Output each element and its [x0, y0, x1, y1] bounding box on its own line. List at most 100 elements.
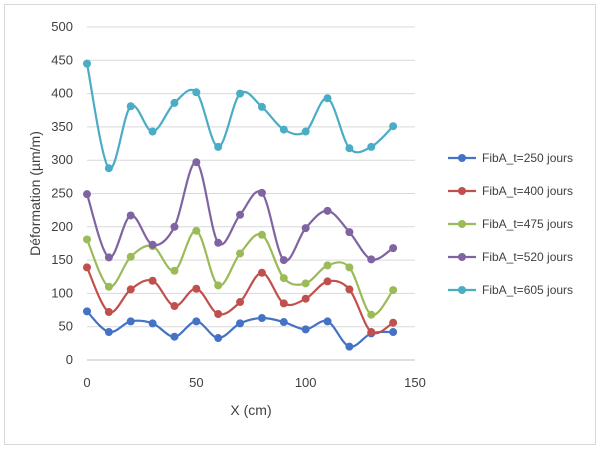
y-tick-label: 0 [66, 352, 73, 367]
y-tick-label: 350 [51, 119, 73, 134]
series-4 [83, 158, 398, 265]
data-point [214, 142, 223, 151]
data-point [389, 318, 398, 327]
data-point [367, 255, 376, 264]
data-point [192, 226, 201, 235]
data-point [389, 286, 398, 295]
data-point [345, 285, 354, 294]
data-point [323, 317, 332, 326]
x-tick-label: 150 [404, 375, 426, 390]
legend-swatch-marker [458, 187, 466, 195]
legend-label: FibA_t=605 jours [482, 283, 573, 297]
data-point [214, 334, 223, 343]
y-tick-label: 300 [51, 152, 73, 167]
data-point [323, 277, 332, 286]
data-point [236, 89, 245, 98]
x-axis-title: X (cm) [230, 402, 271, 418]
data-point [170, 222, 179, 231]
data-point [192, 284, 201, 293]
data-point [345, 228, 354, 237]
y-tick-label: 500 [51, 19, 73, 34]
legend-item: FibA_t=520 jours [448, 250, 573, 264]
data-point [83, 190, 91, 199]
data-point [214, 281, 223, 290]
data-point [192, 88, 201, 97]
y-tick-label: 200 [51, 219, 73, 234]
x-tick-label: 0 [83, 375, 90, 390]
data-point [257, 188, 266, 197]
gridlines [87, 26, 415, 361]
data-point [301, 127, 310, 136]
legend-swatch-marker [458, 253, 466, 261]
data-point [214, 310, 223, 319]
x-tick-label: 50 [189, 375, 203, 390]
data-point [126, 317, 135, 326]
data-point [367, 328, 376, 337]
legend-item: FibA_t=475 jours [448, 217, 573, 231]
data-point [148, 319, 157, 328]
legend-label: FibA_t=475 jours [482, 217, 573, 231]
data-point [236, 298, 245, 307]
data-point [279, 299, 288, 308]
data-point [214, 238, 223, 247]
series-line [86, 310, 394, 348]
data-point [389, 244, 398, 253]
series-2 [83, 263, 398, 337]
data-point [192, 158, 201, 167]
legend-item: FibA_t=400 jours [448, 184, 573, 198]
data-point [345, 263, 354, 272]
data-point [104, 328, 113, 337]
data-point [345, 144, 354, 153]
data-point [104, 164, 113, 173]
series-1 [83, 307, 398, 351]
legend-label: FibA_t=250 jours [482, 151, 573, 165]
y-axis-title: Déformation (µm/m) [27, 131, 43, 256]
data-point [301, 294, 310, 303]
data-point [323, 206, 332, 215]
y-tick-label: 150 [51, 252, 73, 267]
data-point [236, 210, 245, 219]
legend-swatch-marker [458, 220, 466, 228]
data-point [104, 282, 113, 291]
y-tick-label: 250 [51, 186, 73, 201]
data-point [83, 307, 91, 316]
legend-swatch-marker [458, 286, 466, 294]
data-point [389, 122, 398, 131]
x-tick-label: 100 [295, 375, 317, 390]
data-point [279, 256, 288, 265]
data-point [104, 253, 113, 262]
data-point [126, 211, 135, 220]
data-point [301, 325, 310, 334]
data-point [279, 125, 288, 134]
legend-item: FibA_t=250 jours [448, 151, 573, 165]
data-point [148, 127, 157, 136]
series-line [85, 63, 394, 170]
data-point [83, 263, 91, 272]
legend-item: FibA_t=605 jours [448, 283, 573, 297]
data-point [323, 94, 332, 103]
data-point [83, 59, 91, 68]
axes: 0 50 100 150 200 250 300 350 400 450 500 0 50 100 150 [51, 19, 426, 390]
data-point [279, 274, 288, 283]
data-point [301, 224, 310, 233]
data-point [279, 318, 288, 327]
legend-swatch-marker [458, 154, 466, 162]
data-point [257, 230, 266, 239]
data-point [148, 240, 157, 249]
data-point [192, 317, 201, 326]
data-point [170, 332, 179, 341]
y-tick-label: 450 [51, 52, 73, 67]
y-tick-label: 400 [51, 86, 73, 101]
data-point [236, 319, 245, 328]
legend-label: FibA_t=520 jours [482, 250, 573, 264]
data-point [126, 102, 135, 111]
series-5 [83, 59, 398, 173]
data-point [257, 268, 266, 277]
y-tick-label: 50 [59, 319, 73, 334]
data-point [367, 310, 376, 319]
data-point [389, 328, 398, 337]
data-point [104, 308, 113, 317]
data-point [367, 142, 376, 151]
data-point [257, 102, 266, 111]
